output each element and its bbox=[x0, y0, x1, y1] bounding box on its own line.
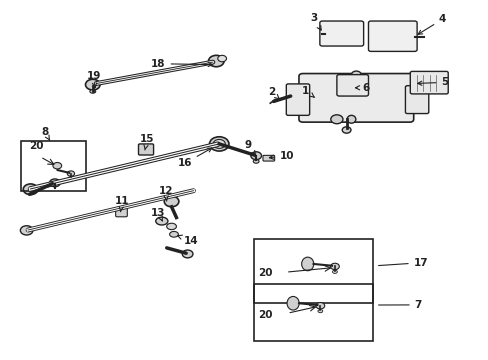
Ellipse shape bbox=[346, 115, 355, 123]
Ellipse shape bbox=[49, 179, 60, 187]
Text: 11: 11 bbox=[115, 196, 129, 212]
Ellipse shape bbox=[68, 177, 73, 180]
Ellipse shape bbox=[182, 250, 193, 258]
Text: 3: 3 bbox=[309, 13, 321, 30]
FancyBboxPatch shape bbox=[319, 21, 363, 46]
Ellipse shape bbox=[301, 257, 313, 271]
Ellipse shape bbox=[67, 171, 74, 176]
Text: 9: 9 bbox=[244, 140, 255, 155]
Text: 2: 2 bbox=[267, 87, 279, 100]
Text: 1: 1 bbox=[301, 86, 314, 97]
Ellipse shape bbox=[156, 217, 167, 225]
Ellipse shape bbox=[169, 231, 178, 237]
FancyBboxPatch shape bbox=[116, 208, 127, 217]
FancyBboxPatch shape bbox=[405, 86, 428, 113]
Ellipse shape bbox=[90, 90, 96, 93]
Ellipse shape bbox=[342, 127, 350, 133]
Ellipse shape bbox=[315, 302, 324, 309]
Text: 17: 17 bbox=[378, 258, 427, 268]
FancyBboxPatch shape bbox=[368, 21, 416, 51]
Bar bbox=[21, 141, 86, 191]
Ellipse shape bbox=[213, 139, 225, 148]
Ellipse shape bbox=[166, 223, 176, 230]
Text: 19: 19 bbox=[86, 71, 101, 87]
Ellipse shape bbox=[330, 115, 342, 124]
Ellipse shape bbox=[209, 137, 228, 151]
Ellipse shape bbox=[317, 310, 322, 313]
Ellipse shape bbox=[20, 226, 33, 235]
Text: 8: 8 bbox=[41, 127, 50, 140]
Ellipse shape bbox=[253, 159, 259, 163]
Ellipse shape bbox=[85, 79, 100, 90]
FancyBboxPatch shape bbox=[263, 156, 274, 161]
Bar bbox=[254, 284, 372, 341]
Bar bbox=[254, 239, 372, 303]
Text: 16: 16 bbox=[177, 148, 211, 168]
Ellipse shape bbox=[217, 55, 226, 62]
Text: 14: 14 bbox=[177, 235, 198, 246]
FancyBboxPatch shape bbox=[336, 75, 368, 96]
Text: 13: 13 bbox=[151, 208, 165, 221]
Ellipse shape bbox=[330, 263, 339, 270]
Text: 12: 12 bbox=[158, 185, 173, 201]
FancyBboxPatch shape bbox=[138, 144, 153, 155]
Text: 20: 20 bbox=[29, 140, 43, 150]
Text: 20: 20 bbox=[257, 269, 271, 278]
Text: 10: 10 bbox=[269, 150, 293, 161]
Text: 6: 6 bbox=[355, 83, 369, 93]
Ellipse shape bbox=[53, 162, 61, 169]
Text: 4: 4 bbox=[417, 14, 446, 34]
Ellipse shape bbox=[23, 184, 38, 195]
Ellipse shape bbox=[164, 196, 179, 207]
Ellipse shape bbox=[286, 296, 299, 310]
Text: 7: 7 bbox=[378, 300, 421, 310]
Ellipse shape bbox=[250, 152, 261, 159]
Text: 5: 5 bbox=[417, 77, 448, 87]
Ellipse shape bbox=[332, 270, 337, 273]
Text: 20: 20 bbox=[257, 310, 271, 320]
FancyBboxPatch shape bbox=[298, 73, 413, 122]
FancyBboxPatch shape bbox=[286, 84, 309, 115]
Text: 15: 15 bbox=[140, 135, 154, 150]
Ellipse shape bbox=[351, 71, 361, 78]
Text: 18: 18 bbox=[151, 59, 212, 69]
FancyBboxPatch shape bbox=[409, 71, 447, 94]
Ellipse shape bbox=[208, 55, 224, 67]
